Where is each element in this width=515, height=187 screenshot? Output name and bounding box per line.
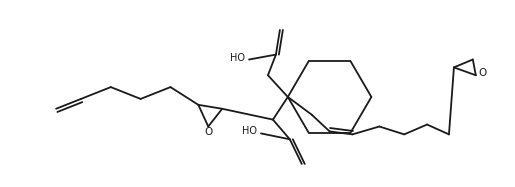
Text: HO: HO	[242, 126, 256, 137]
Text: HO: HO	[230, 53, 245, 62]
Text: O: O	[204, 127, 212, 137]
Text: O: O	[478, 68, 487, 78]
